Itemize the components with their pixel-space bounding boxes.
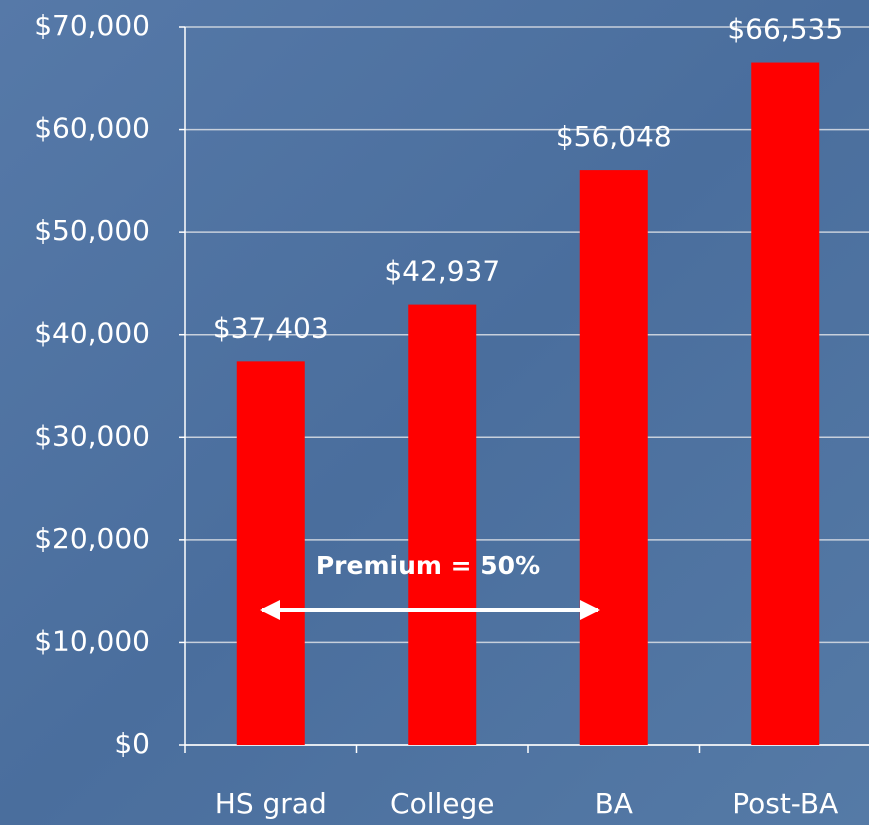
value-label: $66,535 [727, 13, 843, 46]
y-tick-label: $70,000 [34, 9, 150, 42]
value-label: $42,937 [384, 255, 500, 288]
y-tick-label: $40,000 [34, 317, 150, 350]
y-tick-label: $20,000 [34, 522, 150, 555]
y-tick-label: $0 [114, 727, 150, 760]
y-tick-label: $50,000 [34, 214, 150, 247]
annotation: Premium = 50% [316, 551, 540, 580]
x-tick-label: HS grad [215, 787, 327, 820]
x-tick-label: College [390, 787, 494, 820]
bar [408, 304, 477, 745]
x-tick-label: BA [595, 787, 633, 820]
bar [236, 361, 305, 745]
value-label: $56,048 [556, 120, 672, 153]
y-tick-label: $60,000 [34, 112, 150, 145]
x-tick-label: Post-BA [732, 787, 838, 820]
y-tick-label: $10,000 [34, 624, 150, 657]
y-tick-label: $30,000 [34, 419, 150, 452]
bar [751, 62, 820, 745]
bar [579, 170, 648, 745]
value-label: $37,403 [213, 311, 329, 344]
